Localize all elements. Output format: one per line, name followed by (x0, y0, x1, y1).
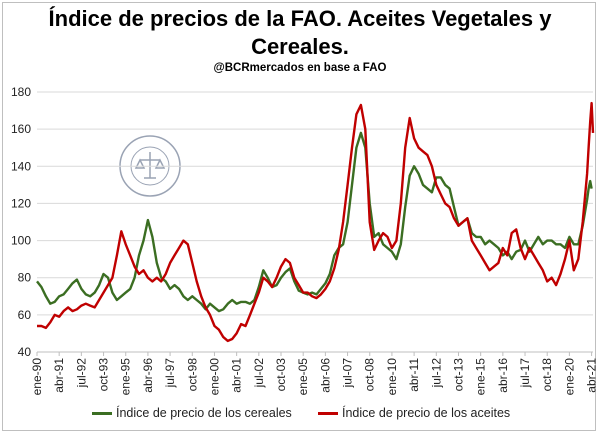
x-tick-label: abr-06 (318, 358, 332, 393)
chart-title-line1: Índice de precios de la FAO. Aceites Veg… (48, 6, 552, 31)
x-tick-label: abr-91 (52, 358, 66, 393)
legend-label-cereales: Índice de precio de los cereales (116, 406, 292, 420)
chart-subtitle: @BCRmercados en base a FAO (213, 62, 387, 74)
x-tick-label: abr-11 (407, 358, 421, 392)
x-tick-label: oct-98 (185, 358, 199, 392)
y-tick-label: 120 (11, 196, 31, 210)
x-tick-label: jul-12 (429, 358, 443, 389)
x-tick-label: jul-17 (518, 358, 532, 389)
x-tick-label: ene-95 (119, 358, 133, 396)
chart-frame (2, 2, 596, 431)
y-tick-label: 40 (18, 345, 32, 359)
x-tick-label: ene-05 (296, 358, 310, 396)
x-tick-label: ene-00 (207, 358, 221, 396)
legend-swatch-aceites (318, 411, 338, 415)
chart-title: Índice de precios de la FAO. Aceites Veg… (0, 5, 600, 61)
x-tick-label: oct-18 (540, 358, 554, 392)
x-tick-label: abr-21 (585, 358, 599, 393)
x-tick-label: ene-10 (385, 358, 399, 396)
x-tick-label: jul-02 (252, 358, 266, 389)
series-line-cereales (36, 131, 593, 313)
chart-title-line2: Cereales. (251, 34, 349, 59)
x-tick-label: oct-08 (363, 358, 377, 392)
x-tick-label: ene-15 (474, 358, 488, 396)
x-tick-label: jul-07 (341, 358, 355, 389)
x-tick-label: jul-92 (74, 358, 88, 389)
x-tick-label: abr-16 (496, 358, 510, 393)
x-tick-label: ene-90 (30, 358, 44, 396)
x-tick-label: oct-03 (274, 358, 288, 392)
y-tick-label: 180 (11, 85, 31, 99)
x-tick-label: oct-13 (451, 358, 465, 392)
x-tick-label: abr-01 (230, 358, 244, 393)
y-tick-label: 100 (11, 234, 31, 248)
x-tick-label: jul-97 (163, 358, 177, 389)
y-tick-label: 60 (18, 308, 32, 322)
y-tick-label: 80 (18, 271, 32, 285)
y-tick-label: 160 (11, 122, 31, 136)
series-line-aceites (37, 101, 595, 343)
x-tick-label: oct-93 (97, 358, 111, 392)
legend-label-aceites: Índice de precio de los aceites (342, 406, 511, 420)
y-tick-label: 140 (11, 159, 31, 173)
legend-item-cereales: Índice de precio de los cereales (92, 406, 292, 420)
legend-item-aceites: Índice de precio de los aceites (318, 406, 510, 420)
legend-swatch-cereales (92, 411, 112, 415)
x-tick-label: abr-96 (141, 358, 155, 393)
x-tick-label: ene-20 (562, 358, 576, 396)
